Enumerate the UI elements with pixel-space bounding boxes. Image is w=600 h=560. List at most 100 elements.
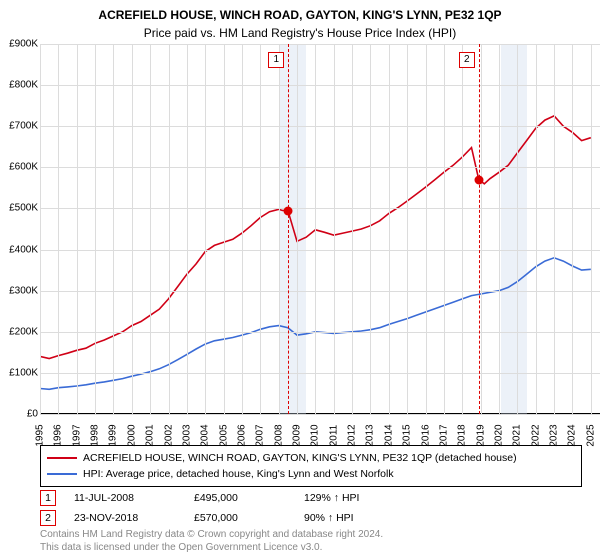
y-tick-label: £800K: [9, 80, 38, 91]
x-tick-label: 2018: [457, 424, 468, 446]
x-tick-label: 2017: [438, 424, 449, 446]
chart-container: ACREFIELD HOUSE, WINCH ROAD, GAYTON, KIN…: [0, 0, 600, 560]
x-tick-label: 1995: [35, 424, 46, 446]
gridline-h: [40, 167, 600, 168]
gridline-v: [315, 44, 316, 414]
gridline-v: [426, 44, 427, 414]
legend-swatch: [47, 457, 77, 459]
gridline-h: [40, 373, 600, 374]
transaction-table: 111-JUL-2008£495,000129% ↑ HPI223-NOV-20…: [40, 488, 444, 528]
y-tick-label: £400K: [9, 244, 38, 255]
transaction-number: 2: [40, 510, 56, 526]
transaction-price: £570,000: [194, 512, 304, 524]
chart-title-1: ACREFIELD HOUSE, WINCH ROAD, GAYTON, KIN…: [0, 0, 600, 22]
x-tick-label: 2009: [292, 424, 303, 446]
gridline-v: [591, 44, 592, 414]
x-tick-label: 2023: [549, 424, 560, 446]
x-tick-label: 2002: [163, 424, 174, 446]
x-tick-label: 1996: [53, 424, 64, 446]
legend-label: ACREFIELD HOUSE, WINCH ROAD, GAYTON, KIN…: [83, 450, 517, 466]
x-tick-label: 2015: [402, 424, 413, 446]
y-tick-label: £600K: [9, 162, 38, 173]
gridline-h: [40, 414, 600, 415]
x-tick-label: 2010: [310, 424, 321, 446]
plot-area: £0£100K£200K£300K£400K£500K£600K£700K£80…: [40, 44, 600, 414]
gridline-v: [113, 44, 114, 414]
gridline-v: [517, 44, 518, 414]
x-tick-label: 2003: [181, 424, 192, 446]
gridline-h: [40, 208, 600, 209]
legend-item: HPI: Average price, detached house, King…: [47, 466, 575, 482]
marker-dot: [284, 206, 293, 215]
gridline-v: [554, 44, 555, 414]
x-tick-label: 1999: [108, 424, 119, 446]
gridline-h: [40, 126, 600, 127]
x-tick-label: 2022: [530, 424, 541, 446]
x-tick-label: 1997: [71, 424, 82, 446]
y-tick-label: £500K: [9, 203, 38, 214]
gridline-v: [536, 44, 537, 414]
x-tick-label: 2011: [328, 425, 339, 447]
gridline-v: [462, 44, 463, 414]
x-tick-label: 2019: [475, 424, 486, 446]
marker-vline: [479, 44, 480, 414]
y-tick-label: £0: [27, 409, 38, 420]
x-tick-label: 2014: [383, 424, 394, 446]
gridline-h: [40, 44, 600, 45]
footer-line-2: This data is licensed under the Open Gov…: [40, 541, 383, 554]
legend-label: HPI: Average price, detached house, King…: [83, 466, 394, 482]
gridline-v: [187, 44, 188, 414]
x-tick-label: 2021: [512, 424, 523, 446]
chart-title-2: Price paid vs. HM Land Registry's House …: [0, 22, 600, 44]
x-tick-label: 2001: [145, 424, 156, 446]
legend-item: ACREFIELD HOUSE, WINCH ROAD, GAYTON, KIN…: [47, 450, 575, 466]
transaction-row: 223-NOV-2018£570,00090% ↑ HPI: [40, 508, 444, 528]
transaction-date: 11-JUL-2008: [74, 492, 194, 504]
transaction-row: 111-JUL-2008£495,000129% ↑ HPI: [40, 488, 444, 508]
x-tick-label: 2013: [365, 424, 376, 446]
gridline-v: [205, 44, 206, 414]
gridline-v: [499, 44, 500, 414]
gridline-v: [444, 44, 445, 414]
x-tick-label: 2006: [236, 424, 247, 446]
y-tick-label: £700K: [9, 121, 38, 132]
marker-vline: [288, 44, 289, 414]
transaction-hpi-delta: 90% ↑ HPI: [304, 512, 444, 524]
gridline-v: [150, 44, 151, 414]
footer-attribution: Contains HM Land Registry data © Crown c…: [40, 528, 383, 554]
gridline-v: [95, 44, 96, 414]
footer-line-1: Contains HM Land Registry data © Crown c…: [40, 528, 383, 541]
gridline-v: [279, 44, 280, 414]
gridline-v: [58, 44, 59, 414]
marker-dot: [474, 175, 483, 184]
x-tick-label: 2008: [273, 424, 284, 446]
plot-svg: [40, 44, 600, 414]
y-tick-label: £100K: [9, 367, 38, 378]
gridline-v: [334, 44, 335, 414]
gridline-v: [40, 44, 41, 414]
legend-swatch: [47, 473, 77, 475]
gridline-h: [40, 332, 600, 333]
y-tick-label: £200K: [9, 326, 38, 337]
marker-number-box: 1: [268, 52, 284, 68]
x-tick-label: 2007: [255, 424, 266, 446]
x-tick-label: 2020: [494, 424, 505, 446]
x-tick-label: 2012: [347, 424, 358, 446]
x-tick-label: 2005: [218, 424, 229, 446]
x-tick-label: 2025: [585, 424, 596, 446]
gridline-v: [389, 44, 390, 414]
y-tick-label: £300K: [9, 285, 38, 296]
gridline-h: [40, 291, 600, 292]
gridline-h: [40, 250, 600, 251]
gridline-v: [132, 44, 133, 414]
y-tick-label: £900K: [9, 39, 38, 50]
gridline-v: [242, 44, 243, 414]
legend: ACREFIELD HOUSE, WINCH ROAD, GAYTON, KIN…: [40, 445, 582, 487]
transaction-price: £495,000: [194, 492, 304, 504]
gridline-v: [260, 44, 261, 414]
gridline-h: [40, 85, 600, 86]
x-tick-label: 2016: [420, 424, 431, 446]
gridline-v: [407, 44, 408, 414]
gridline-v: [352, 44, 353, 414]
gridline-v: [572, 44, 573, 414]
